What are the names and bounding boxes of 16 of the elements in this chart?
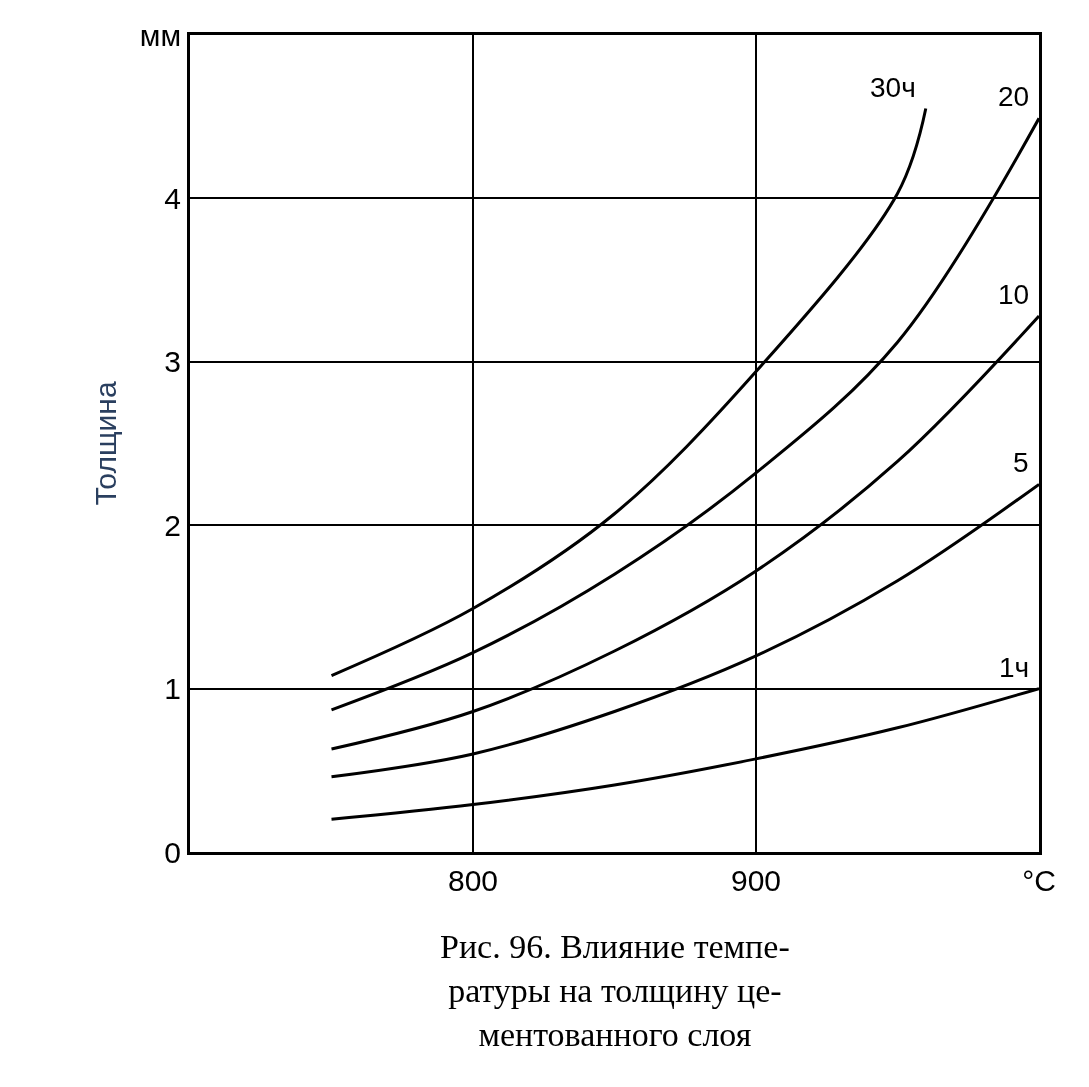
y-tick-label: 0 xyxy=(164,835,181,869)
y-tick-label: 3 xyxy=(164,345,181,379)
y-tick-label: 2 xyxy=(164,508,181,542)
series-label: 5 xyxy=(1013,447,1029,478)
y-tick-label: 4 xyxy=(164,181,181,215)
series-label: 10 xyxy=(998,279,1030,310)
x-tick-label: °C xyxy=(1022,864,1056,897)
series-label: 20 xyxy=(998,81,1030,112)
text: Рис. 96. Влияние темпе- ратуры на толщину це- ментованного слоя xyxy=(440,928,790,1054)
series-label: 30ч xyxy=(870,72,916,103)
series-label: 1ч xyxy=(999,652,1030,683)
x-tick-label: 800 xyxy=(447,864,499,897)
y-tick-label: 1 xyxy=(164,672,181,706)
x-tick-label: 900 xyxy=(730,864,782,897)
y-tick-label: мм xyxy=(139,18,181,52)
y-axis-title: Толщина xyxy=(88,381,122,506)
